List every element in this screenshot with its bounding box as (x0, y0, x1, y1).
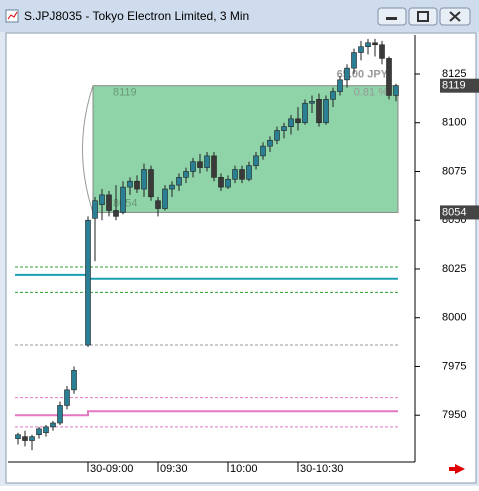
candle-body (127, 180, 133, 188)
window-icon-line (7, 11, 18, 20)
box-arc (82, 85, 94, 213)
x-tick-label: 30-09:00 (90, 463, 133, 475)
candle-body (162, 188, 168, 209)
candle-body (43, 426, 49, 434)
x-tick-label: 30-10:30 (300, 463, 343, 475)
candle-body (113, 210, 119, 217)
candle-body (183, 171, 189, 178)
candle-body (36, 428, 42, 436)
candle-body (239, 169, 245, 180)
candle-body (204, 155, 210, 168)
candle-body (120, 186, 126, 213)
candle-body (309, 100, 315, 104)
candle-body (169, 184, 175, 190)
candle-body (218, 177, 224, 188)
candle-body (85, 219, 91, 346)
candle-body (64, 389, 70, 406)
candle-body (71, 370, 77, 391)
maximize-button[interactable] (408, 7, 438, 26)
candle-body (365, 42, 371, 47)
y-tick-label: 8100 (442, 117, 466, 129)
candle-body (155, 200, 161, 209)
candle-body (358, 46, 364, 53)
x-tick-label: 10:00 (230, 463, 258, 475)
candle-body (337, 79, 343, 92)
candle-body (351, 52, 357, 69)
candle-body (379, 44, 385, 59)
candle-body (148, 169, 154, 198)
candle-body (50, 422, 56, 428)
level-line (15, 410, 398, 417)
candle-body (267, 139, 273, 147)
candle-body (99, 194, 105, 205)
box-percent: 0.81 % (354, 87, 388, 99)
candle-body (211, 155, 217, 178)
candle-body (57, 405, 63, 424)
candle-body (225, 178, 231, 188)
candle-body (274, 130, 280, 141)
minimize-icon (386, 17, 397, 20)
window-title: S.JPJ8035 - Tokyo Electron Limited, 3 Mi… (24, 9, 249, 23)
y-tick-label: 7950 (442, 409, 466, 421)
candle-body (22, 436, 28, 441)
candle-body (176, 177, 182, 186)
y-tick-label: 7975 (442, 360, 466, 372)
candle-body (15, 434, 21, 439)
price-tag (440, 78, 479, 93)
y-tick-label: 8075 (442, 165, 466, 177)
candle-body (288, 118, 294, 127)
candle-body (246, 165, 252, 180)
candle-body (106, 194, 112, 211)
minimize-button[interactable] (377, 7, 407, 26)
candle-body (344, 67, 350, 81)
candle-body (197, 161, 203, 168)
candle-body (29, 436, 35, 441)
y-tick-label: 8000 (442, 312, 466, 324)
candle-body (316, 99, 322, 124)
y-tick-label: 8125 (442, 68, 466, 80)
candle-body (232, 169, 238, 180)
candle-body (393, 85, 399, 96)
y-tick-label: 8025 (442, 263, 466, 275)
price-tag-label: 8054 (442, 206, 466, 218)
range-box (92, 85, 399, 213)
candle-body (260, 145, 266, 157)
candle-body (253, 155, 259, 166)
candle-body (281, 126, 287, 131)
price-tag-label: 8119 (442, 80, 466, 92)
candle-body (295, 118, 301, 124)
candle-body (323, 99, 329, 124)
candle-body (386, 58, 392, 96)
close-icon (449, 11, 461, 22)
candle-body (141, 169, 147, 190)
scroll-arrow[interactable] (449, 464, 465, 474)
maximize-icon (417, 11, 429, 22)
price-tag (440, 205, 479, 220)
candle-body (330, 91, 336, 100)
candle-body (302, 102, 308, 124)
candle-body (92, 200, 98, 219)
x-tick-label: 09:30 (160, 463, 188, 475)
box-high-label: 8119 (113, 87, 137, 99)
candle-body (190, 161, 196, 172)
candle-body (134, 180, 140, 190)
candle-body (372, 42, 378, 46)
